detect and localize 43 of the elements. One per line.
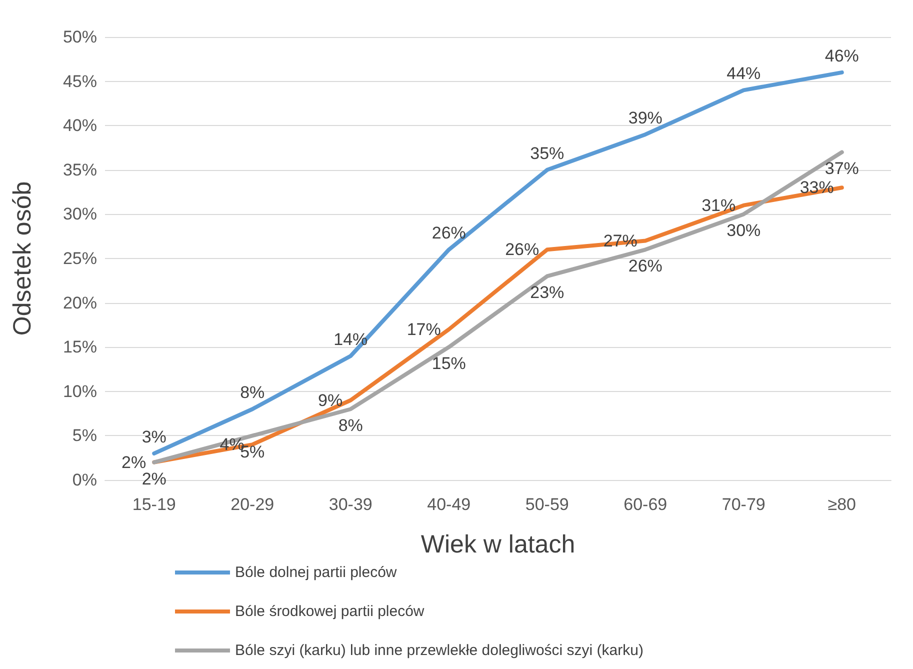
y-tick-label: 20% bbox=[62, 293, 97, 312]
data-label: 2% bbox=[142, 469, 166, 488]
data-label: 30% bbox=[726, 221, 761, 240]
data-label: 31% bbox=[702, 196, 736, 215]
x-tick-label: 50-59 bbox=[525, 495, 569, 514]
data-label: 23% bbox=[530, 283, 564, 302]
data-label: 37% bbox=[824, 159, 859, 178]
data-label: 26% bbox=[505, 240, 540, 260]
x-tick-label: 70-79 bbox=[722, 495, 766, 514]
legend-label: Bóle dolnej partii pleców bbox=[235, 564, 397, 581]
x-tick-label: 60-69 bbox=[624, 495, 668, 514]
y-tick-label: 5% bbox=[72, 426, 97, 446]
x-axis-title: Wiek w latach bbox=[420, 530, 576, 558]
x-tick-label: ≥80 bbox=[828, 495, 856, 514]
data-label: 8% bbox=[240, 383, 265, 402]
data-label: 44% bbox=[726, 64, 761, 84]
data-label: 8% bbox=[338, 416, 363, 436]
data-label: 35% bbox=[530, 144, 564, 163]
x-tick-label: 20-29 bbox=[230, 495, 274, 514]
data-label: 2% bbox=[122, 452, 146, 472]
y-tick-label: 25% bbox=[62, 249, 97, 268]
y-tick-label: 35% bbox=[62, 160, 97, 180]
data-label: 46% bbox=[824, 46, 859, 66]
data-label: 15% bbox=[432, 354, 466, 374]
y-axis-title: Odsetek osób bbox=[8, 181, 36, 336]
y-tick-label: 0% bbox=[72, 470, 97, 490]
y-tick-label: 40% bbox=[62, 116, 97, 136]
y-tick-label: 10% bbox=[62, 382, 97, 401]
y-tick-label: 45% bbox=[62, 72, 97, 91]
y-tick-label: 15% bbox=[62, 338, 97, 357]
legend-label: Bóle środkowej partii pleców bbox=[235, 603, 424, 620]
legend-label: Bóle szyi (karku) lub inne przewlekłe dolegliwości szyi (karku) bbox=[235, 642, 644, 659]
y-tick-label: 30% bbox=[62, 204, 97, 224]
x-tick-label: 40-49 bbox=[427, 495, 471, 514]
data-label: 26% bbox=[628, 256, 662, 276]
x-tick-label: 15-19 bbox=[132, 495, 176, 514]
data-label: 17% bbox=[406, 320, 441, 339]
data-label: 3% bbox=[142, 427, 166, 446]
data-label: 26% bbox=[432, 224, 466, 243]
x-tick-label: 30-39 bbox=[328, 495, 372, 514]
y-tick-label: 50% bbox=[62, 28, 97, 46]
data-label: 39% bbox=[628, 108, 662, 128]
data-label: 9% bbox=[318, 390, 343, 410]
